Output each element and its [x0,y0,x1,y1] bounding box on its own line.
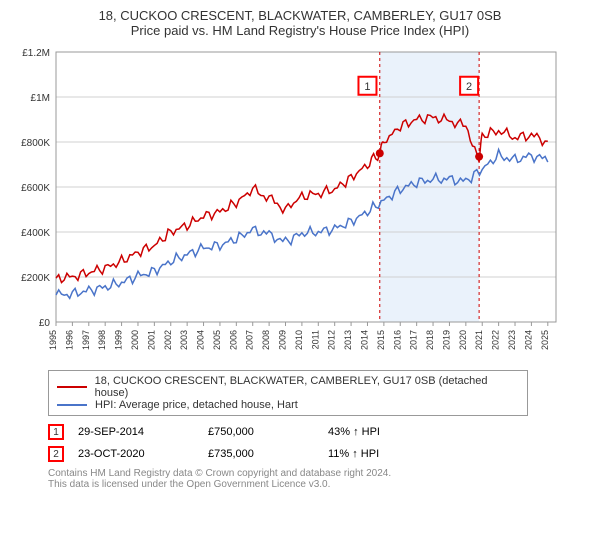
title-address: 18, CUCKOO CRESCENT, BLACKWATER, CAMBERL… [8,8,592,23]
price-chart: £0 £200K £400K £600K £800K £1M £1.2M 1995 1996 19… [8,42,568,362]
svg-text:1995: 1995 [48,330,58,350]
legend-swatch [57,386,87,388]
svg-text:2013: 2013 [343,330,353,350]
svg-text:£1.2M: £1.2M [22,48,50,59]
svg-text:2018: 2018 [425,330,435,350]
svg-text:2001: 2001 [146,330,156,350]
svg-text:2021: 2021 [474,330,484,350]
legend-row: 18, CUCKOO CRESCENT, BLACKWATER, CAMBERL… [57,375,519,399]
footer-attribution: Contains HM Land Registry data © Crown c… [48,468,592,490]
chart-area: £0 £200K £400K £600K £800K £1M £1.2M 1995 1996 19… [8,42,592,362]
svg-text:2010: 2010 [294,330,304,350]
svg-text:1996: 1996 [64,330,74,350]
legend-swatch [57,404,87,406]
svg-text:1997: 1997 [81,330,91,350]
svg-text:£400K: £400K [21,228,50,239]
svg-text:2002: 2002 [163,330,173,350]
svg-text:2019: 2019 [441,330,451,350]
svg-text:1998: 1998 [97,330,107,350]
svg-text:1: 1 [364,81,370,93]
legend-label: 18, CUCKOO CRESCENT, BLACKWATER, CAMBERL… [95,375,519,399]
title-subtitle: Price paid vs. HM Land Registry's House … [8,23,592,38]
transaction-pct: 43% ↑ HPI [328,426,448,438]
svg-text:2014: 2014 [359,330,369,350]
svg-text:2016: 2016 [392,330,402,350]
transaction-date: 29-SEP-2014 [78,426,208,438]
svg-text:£800K: £800K [21,138,50,149]
transaction-marker: 1 [48,424,64,440]
transaction-price: £750,000 [208,426,328,438]
svg-text:2023: 2023 [507,330,517,350]
transaction-pct: 11% ↑ HPI [328,448,448,460]
transaction-price: £735,000 [208,448,328,460]
svg-text:2008: 2008 [261,330,271,350]
legend-row: HPI: Average price, detached house, Hart [57,399,519,411]
footer-line: This data is licensed under the Open Gov… [48,479,592,490]
transaction-marker: 2 [48,446,64,462]
svg-text:2020: 2020 [458,330,468,350]
svg-text:£1M: £1M [31,93,50,104]
svg-text:£200K: £200K [21,273,50,284]
table-row: 2 23-OCT-2020 £735,000 11% ↑ HPI [48,446,592,462]
svg-text:2011: 2011 [310,330,320,349]
svg-text:£0: £0 [39,318,51,329]
svg-text:2017: 2017 [409,330,419,350]
transaction-date: 23-OCT-2020 [78,448,208,460]
legend-label: HPI: Average price, detached house, Hart [95,399,298,411]
svg-text:2007: 2007 [245,330,255,350]
chart-titles: 18, CUCKOO CRESCENT, BLACKWATER, CAMBERL… [8,8,592,38]
table-row: 1 29-SEP-2014 £750,000 43% ↑ HPI [48,424,592,440]
svg-text:2012: 2012 [327,330,337,350]
svg-text:2015: 2015 [376,330,386,350]
svg-text:2005: 2005 [212,330,222,350]
transactions-table: 1 29-SEP-2014 £750,000 43% ↑ HPI 2 23-OC… [48,424,592,462]
svg-text:2000: 2000 [130,330,140,350]
svg-text:2009: 2009 [278,330,288,350]
svg-text:2022: 2022 [491,330,501,350]
svg-text:£600K: £600K [21,183,50,194]
svg-text:2004: 2004 [196,330,206,350]
svg-text:2003: 2003 [179,330,189,350]
svg-text:2025: 2025 [540,330,550,350]
footer-line: Contains HM Land Registry data © Crown c… [48,468,592,479]
svg-text:2: 2 [466,81,472,93]
legend: 18, CUCKOO CRESCENT, BLACKWATER, CAMBERL… [48,370,528,416]
svg-text:2024: 2024 [523,330,533,350]
svg-text:2006: 2006 [228,330,238,350]
svg-text:1999: 1999 [114,330,124,350]
